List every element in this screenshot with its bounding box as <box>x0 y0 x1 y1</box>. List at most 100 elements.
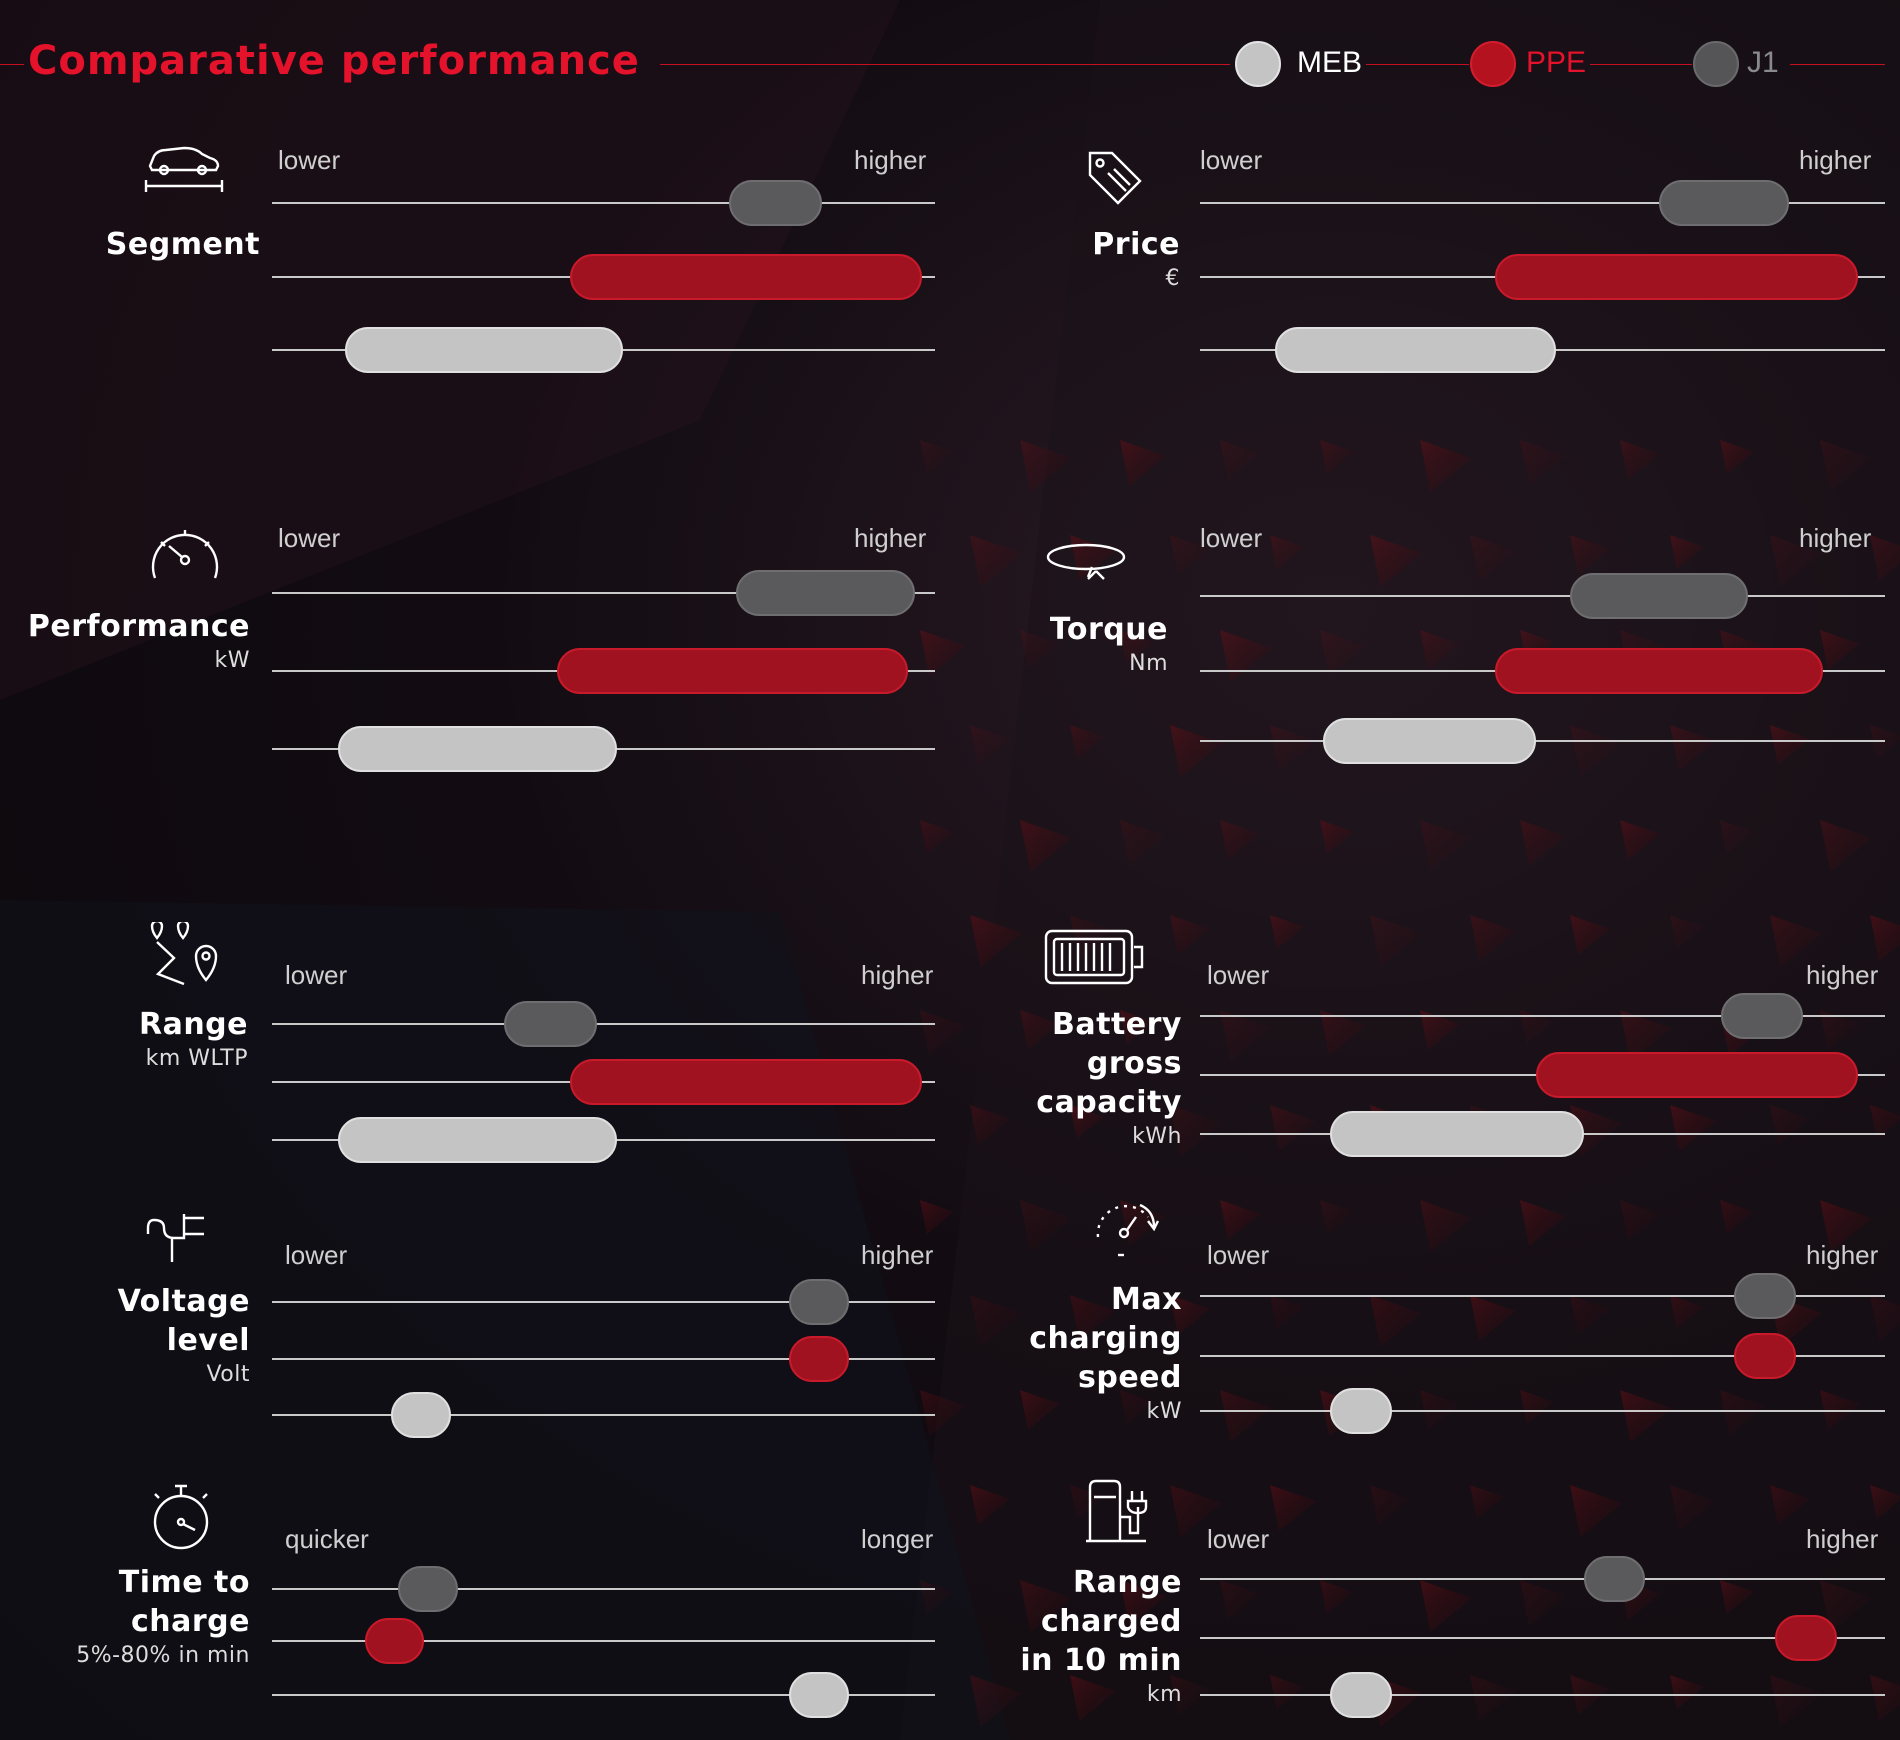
meb-range-bar <box>344 327 624 373</box>
ppe-range-bar <box>570 1059 922 1105</box>
scale-high-label: higher <box>861 1240 934 1270</box>
meb-range-bar <box>338 726 617 772</box>
scale-low-label: lower <box>285 960 348 990</box>
series-track <box>272 1588 935 1590</box>
series-track <box>272 1358 935 1360</box>
metric-label: Time to charge 5%-80% in min <box>20 1563 250 1668</box>
legend-meb-dot <box>1235 41 1281 87</box>
meb-range-bar <box>391 1392 451 1438</box>
series-track <box>272 1023 935 1025</box>
ppe-range-bar <box>1494 648 1824 694</box>
meb-range-bar <box>789 1672 849 1718</box>
legend-rule <box>1590 64 1692 65</box>
scale-low-label: lower <box>1200 523 1263 553</box>
legend-j1-label: J1 <box>1747 46 1779 79</box>
metric-label: Performance kW <box>0 607 250 673</box>
ppe-range-bar <box>1734 1333 1796 1379</box>
metric-unit: Volt <box>206 1362 250 1387</box>
j1-range-bar <box>736 570 916 616</box>
price-tag-icon <box>1082 147 1146 215</box>
metric-unit: km WLTP <box>145 1046 248 1071</box>
series-track <box>272 592 935 594</box>
metric-name: Range <box>138 1007 248 1042</box>
legend-ppe-label: PPE <box>1526 46 1587 79</box>
series-track <box>1200 1295 1885 1297</box>
j1-range-bar <box>789 1279 849 1325</box>
scale-low-label: lower <box>285 1240 348 1270</box>
scale-low-label: lower <box>1207 960 1270 990</box>
metric-name: Range charged in 10 min <box>1020 1565 1182 1678</box>
series-track <box>1200 740 1885 742</box>
scale-low-label: lower <box>1200 145 1263 175</box>
scale-high-label: higher <box>1799 523 1872 553</box>
metric-name: Torque <box>1049 612 1168 647</box>
scale-low-label: lower <box>278 145 341 175</box>
scale-high-label: higher <box>1806 960 1879 990</box>
charging-gauge-icon <box>1088 1197 1160 1265</box>
charging-station-icon <box>1084 1477 1150 1551</box>
metric-name: Voltage level <box>117 1284 250 1358</box>
scale-low-label: lower <box>1207 1524 1270 1554</box>
scale-low-label: lower <box>1207 1240 1270 1270</box>
series-track <box>272 1414 935 1416</box>
series-track <box>272 1301 935 1303</box>
series-track <box>1200 1015 1885 1017</box>
series-track <box>1200 1410 1885 1412</box>
metric-label: Max charging speed kW <box>1000 1280 1182 1424</box>
j1-range-bar <box>1569 573 1748 619</box>
scale-high-label: higher <box>1799 145 1872 175</box>
metric-unit: kWh <box>1132 1124 1182 1149</box>
legend-rule <box>1366 64 1469 65</box>
car-icon <box>144 132 224 200</box>
series-track <box>272 202 935 204</box>
series-track <box>1200 595 1885 597</box>
page-title: Comparative performance <box>28 38 640 84</box>
meb-range-bar <box>1323 718 1536 764</box>
series-track <box>1200 1578 1885 1580</box>
ppe-range-bar <box>364 1618 425 1664</box>
battery-icon <box>1042 927 1146 991</box>
series-track <box>1200 202 1885 204</box>
ppe-range-bar <box>1494 254 1858 300</box>
j1-range-bar <box>504 1001 597 1047</box>
plug-icon <box>144 1204 216 1272</box>
legend-j1-dot <box>1693 41 1739 87</box>
metric-label: Price € <box>1000 225 1180 291</box>
title-bar: Comparative performance MEB PPE J1 <box>0 0 1900 130</box>
scale-low-label: quicker <box>285 1524 369 1554</box>
metric-label: Torque Nm <box>1000 610 1168 676</box>
j1-range-bar <box>729 180 823 226</box>
series-track <box>272 1694 935 1696</box>
route-icon <box>144 919 222 996</box>
stopwatch-icon <box>147 1482 215 1558</box>
meb-range-bar <box>1330 1388 1392 1434</box>
series-track <box>272 1640 935 1642</box>
metric-name: Performance <box>27 609 250 644</box>
legend-meb-label: MEB <box>1297 46 1363 79</box>
meb-range-bar <box>1330 1111 1584 1157</box>
metric-unit: kW <box>214 648 250 673</box>
meb-range-bar <box>338 1117 617 1163</box>
scale-high-label: higher <box>861 960 934 990</box>
torque-icon <box>1044 537 1128 589</box>
metric-label: Segment <box>20 225 260 264</box>
metric-unit: 5%-80% in min <box>76 1643 250 1668</box>
title-rule <box>660 64 1230 65</box>
j1-range-bar <box>1583 1556 1646 1602</box>
metric-name: Segment <box>105 227 260 262</box>
legend-ppe-dot <box>1470 41 1516 87</box>
metric-name: Time to charge <box>118 1565 250 1639</box>
title-rule <box>0 64 24 65</box>
scale-high-label: longer <box>861 1524 934 1554</box>
metric-label: Battery gross capacity kWh <box>1000 1005 1182 1149</box>
ppe-range-bar <box>1775 1615 1838 1661</box>
j1-range-bar <box>1734 1273 1796 1319</box>
ppe-range-bar <box>789 1336 849 1382</box>
meb-range-bar <box>1330 1672 1392 1718</box>
metric-label: Range km WLTP <box>20 1005 248 1071</box>
series-track <box>1200 1637 1885 1639</box>
ppe-range-bar <box>570 254 922 300</box>
j1-range-bar <box>397 1566 458 1612</box>
metric-name: Battery gross capacity <box>1036 1007 1182 1120</box>
